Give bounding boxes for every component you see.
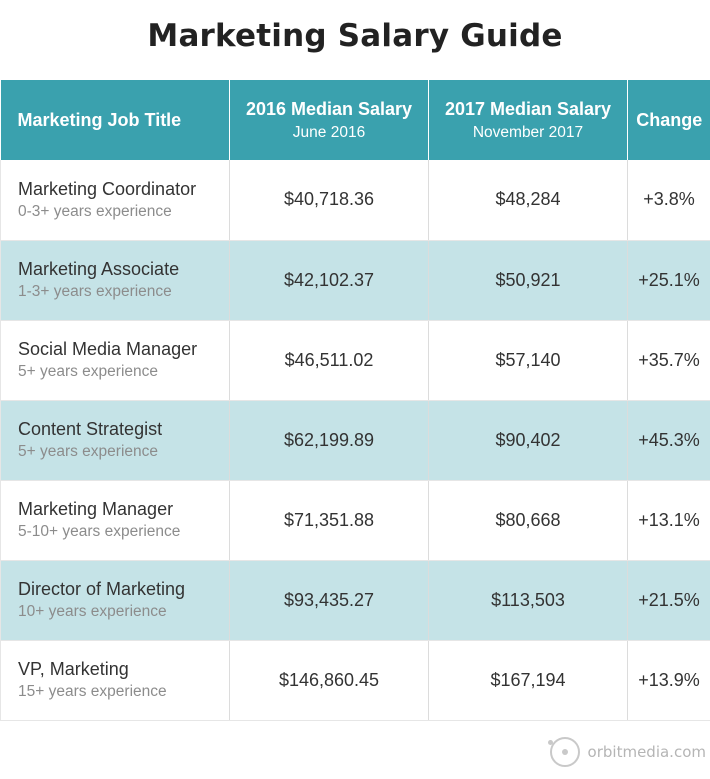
header-job-title-label: Marketing Job Title [17,109,182,130]
job-cell: Marketing Coordinator 0-3+ years experie… [0,160,230,241]
job-title: Marketing Coordinator [18,178,197,199]
job-cell: Content Strategist 5+ years experience [0,400,230,481]
job-experience: 0-3+ years experience [18,202,172,220]
header-2016-salary-date: June 2016 [292,123,366,141]
job-experience: 15+ years experience [18,683,167,700]
change-cell: +35.7% [627,320,710,401]
header-row: Marketing Job Title 2016 Median Salary J… [0,80,710,160]
table-header: Marketing Job Title 2016 Median Salary J… [0,80,710,160]
salary-2017-cell: $48,284 [428,160,628,241]
job-cell: Director of Marketing 10+ years experien… [0,560,230,641]
header-2017-salary: 2017 Median Salary November 2017 [428,80,628,160]
header-change: Change [628,80,710,160]
job-cell: VP, Marketing 15+ years experience [0,640,230,721]
job-cell: Social Media Manager 5+ years experience [0,320,230,401]
salary-2016-cell: $46,511.02 [229,320,429,401]
logo-text: orbitmedia.com [587,743,706,761]
change-cell: +3.8% [627,160,710,241]
header-job-title: Marketing Job Title [0,80,230,160]
header-2017-salary-label: 2017 Median Salary [444,98,612,119]
table-row: Marketing Associate 1-3+ years experienc… [0,240,710,321]
header-2016-salary: 2016 Median Salary June 2016 [229,80,429,160]
job-title: Social Media Manager [18,339,198,359]
orbitmedia-logo: orbitmedia.com [547,737,706,767]
page-title: Marketing Salary Guide [147,18,563,54]
change-cell: +25.1% [627,240,710,321]
salary-2016-cell: $71,351.88 [229,480,429,561]
job-title: Marketing Associate [18,259,180,279]
job-title: Marketing Manager [18,499,174,519]
change-cell: +45.3% [627,400,710,481]
job-cell: Marketing Manager 5-10+ years experience [0,480,230,561]
job-title: Director of Marketing [18,579,186,599]
salary-2017-cell: $90,402 [428,400,628,481]
salary-2017-cell: $57,140 [428,320,628,401]
salary-2017-cell: $167,194 [428,640,628,721]
table-row: Social Media Manager 5+ years experience… [0,320,710,401]
salary-2017-cell: $50,921 [428,240,628,321]
change-cell: +13.9% [627,640,710,721]
salary-2016-cell: $93,435.27 [229,560,429,641]
salary-2016-cell: $40,718.36 [229,160,429,241]
salary-2016-cell: $42,102.37 [229,240,429,321]
job-experience: 10+ years experience [18,603,167,620]
salary-2017-cell: $80,668 [428,480,628,561]
job-experience: 5+ years experience [18,443,159,460]
salary-2016-cell: $62,199.89 [229,400,429,481]
orbit-logo-icon [547,737,580,767]
header-2016-salary-label: 2016 Median Salary [245,98,413,119]
table-body: Marketing Coordinator 0-3+ years experie… [0,160,710,721]
salary-2016-cell: $146,860.45 [229,640,429,721]
job-experience: 1-3+ years experience [18,283,172,300]
change-cell: +13.1% [627,480,710,561]
job-cell: Marketing Associate 1-3+ years experienc… [0,240,230,321]
job-experience: 5-10+ years experience [18,523,181,540]
salary-table: Marketing Job Title 2016 Median Salary J… [0,80,710,721]
header-change-label: Change [636,109,703,130]
table-row: Marketing Manager 5-10+ years experience… [0,480,710,561]
header-2017-salary-date: November 2017 [472,123,584,141]
job-experience: 5+ years experience [18,363,159,380]
table-row: Director of Marketing 10+ years experien… [0,560,710,641]
job-title: Content Strategist [18,419,163,439]
table-row: Content Strategist 5+ years experience $… [0,400,710,481]
change-cell: +21.5% [627,560,710,641]
table-row: Marketing Coordinator 0-3+ years experie… [0,160,710,241]
salary-2017-cell: $113,503 [428,560,628,641]
job-title: VP, Marketing [18,659,129,679]
table-row: VP, Marketing 15+ years experience $146,… [0,640,710,721]
